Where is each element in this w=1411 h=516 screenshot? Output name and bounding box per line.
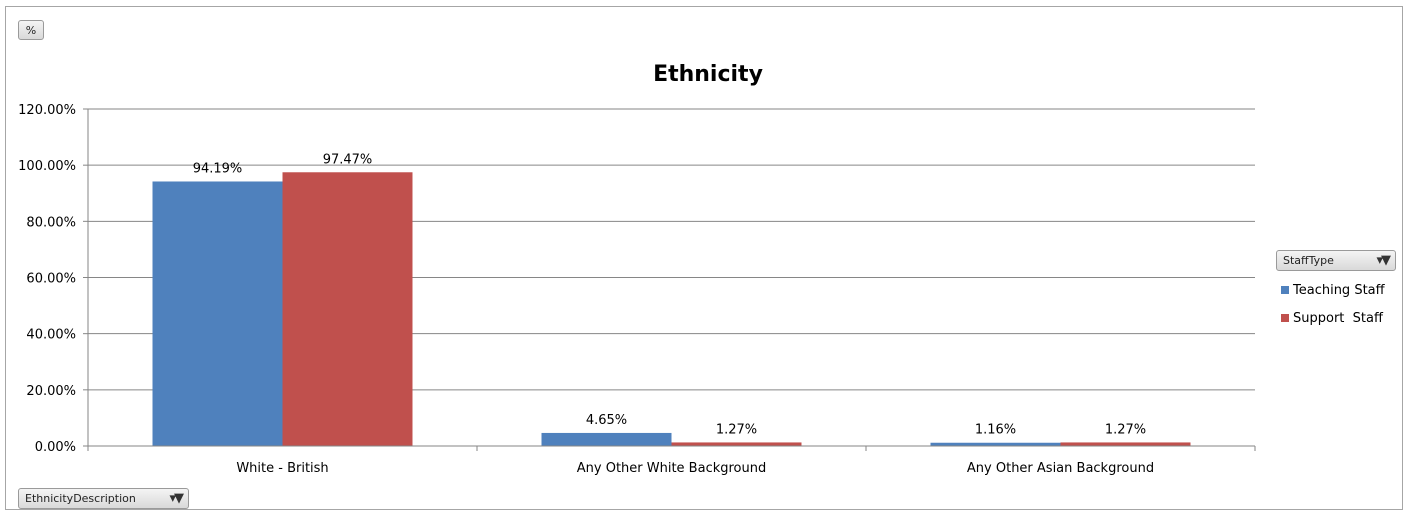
- x-tick-label: Any Other Asian Background: [967, 461, 1154, 476]
- x-tick-label: White - British: [236, 461, 328, 476]
- bar: [541, 432, 672, 446]
- legend-item-teaching-staff: Teaching Staff: [1281, 276, 1385, 304]
- legend-label-teaching-staff: Teaching Staff: [1293, 282, 1385, 298]
- legend-swatch-support-staff: [1281, 314, 1289, 322]
- legend-swatch-teaching-staff: [1281, 286, 1289, 294]
- x-tick-label: Any Other White Background: [577, 461, 767, 476]
- data-label: 1.27%: [1105, 422, 1146, 437]
- y-tick-label: 60.00%: [26, 272, 76, 287]
- bar: [930, 442, 1061, 446]
- legend-field-button[interactable]: StaffType ▾▼: [1276, 250, 1396, 271]
- data-label: 1.16%: [975, 423, 1016, 438]
- data-label: 4.65%: [586, 413, 627, 428]
- bar: [671, 442, 802, 446]
- chart-legend: Teaching Staff Support Staff: [1281, 276, 1385, 332]
- legend-label-support-staff: Support Staff: [1293, 310, 1383, 326]
- bar: [1060, 442, 1191, 446]
- y-tick-label: 20.00%: [26, 384, 76, 399]
- y-axis: 0.00% 20.00% 40.00% 60.00% 80.00% 100.00% 120.…: [18, 103, 89, 455]
- chart-title: Ethnicity: [653, 62, 763, 87]
- legend-field-label: StaffType: [1283, 254, 1334, 267]
- legend-item-support-staff: Support Staff: [1281, 304, 1385, 332]
- values-field-label: %: [25, 23, 37, 37]
- y-tick-label: 120.00%: [18, 103, 76, 118]
- x-axis: White - British Any Other White Backgroun…: [87, 445, 1256, 476]
- filter-dropdown-icon[interactable]: ▾▼: [1376, 253, 1390, 268]
- y-tick-label: 0.00%: [35, 440, 76, 455]
- filter-dropdown-icon[interactable]: ▾▼: [169, 491, 183, 506]
- bar: [152, 181, 283, 446]
- y-tick-label: 80.00%: [26, 215, 76, 230]
- y-tick-label: 40.00%: [26, 328, 76, 343]
- bars: 94.19% 97.47% 4.65% 1.27% 1.16% 1.27%: [152, 152, 1191, 447]
- y-tick-label: 100.00%: [18, 159, 76, 174]
- values-field-button[interactable]: %: [18, 20, 44, 40]
- axis-field-label: EthnicityDescription: [25, 492, 136, 505]
- data-label: 94.19%: [193, 161, 243, 176]
- bar: [282, 172, 413, 447]
- data-label: 97.47%: [323, 152, 373, 167]
- axis-field-button[interactable]: EthnicityDescription ▾▼: [18, 488, 189, 509]
- data-label: 1.27%: [716, 422, 757, 437]
